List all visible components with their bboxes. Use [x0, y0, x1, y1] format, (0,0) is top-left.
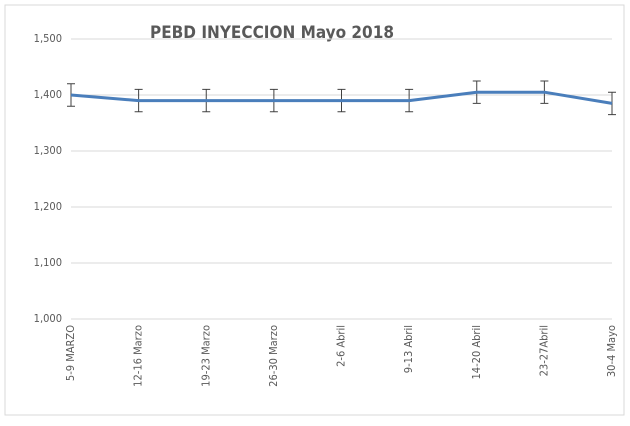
x-tick-label: 9-13 Abril: [402, 325, 415, 373]
y-tick-label: 1,000: [34, 312, 62, 325]
x-tick-label: 23-27Abril: [537, 325, 550, 376]
x-tick-label: 5-9 MARZO: [64, 325, 77, 381]
chart-title: PEBD INYECCION Mayo 2018: [150, 23, 394, 43]
x-tick-label: 30-4 Mayo: [605, 325, 618, 377]
x-tick-label: 2-6 Abril: [335, 325, 348, 367]
x-tick-label: 14-20 Abril: [470, 325, 483, 380]
x-tick-label: 26-30 Marzo: [267, 325, 280, 387]
y-tick-label: 1,100: [34, 256, 62, 269]
y-tick-label: 1,300: [34, 144, 62, 157]
y-tick-label: 1,500: [34, 32, 62, 45]
chart-border: [4, 4, 625, 416]
x-tick-label: 19-23 Marzo: [199, 325, 212, 387]
x-tick-label: 12-16 Marzo: [132, 325, 145, 387]
y-tick-label: 1,200: [34, 200, 62, 213]
data-line: [70, 90, 613, 105]
y-tick-label: 1,400: [34, 88, 62, 101]
